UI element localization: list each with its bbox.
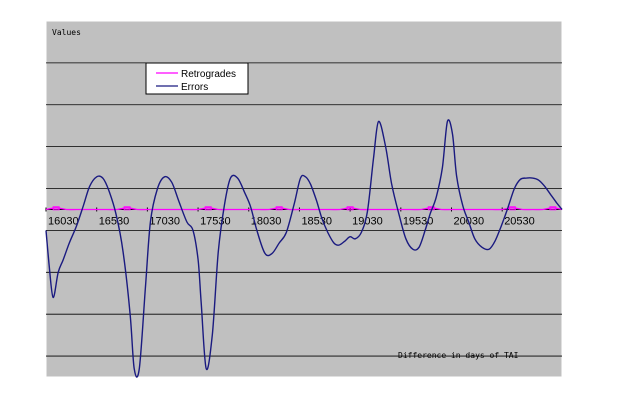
series-layer bbox=[45, 119, 563, 378]
retrograde-marker bbox=[549, 206, 557, 211]
retrograde-marker bbox=[52, 206, 60, 211]
x-tick-label: 18030 bbox=[251, 215, 282, 227]
series-line-retrogrades bbox=[45, 207, 563, 211]
x-tick-label: 17530 bbox=[200, 215, 231, 227]
x-tick-label: 18530 bbox=[301, 215, 332, 227]
legend-box bbox=[145, 62, 249, 95]
retrograde-marker bbox=[508, 206, 516, 211]
retrograde-marker bbox=[204, 206, 212, 211]
series-line-errors bbox=[45, 119, 563, 378]
legend-label-retrogrades: Retrogrades bbox=[181, 69, 236, 80]
y-axis-label: Values bbox=[52, 28, 81, 37]
x-tick-label: 16030 bbox=[48, 215, 79, 227]
legend-label-errors: Errors bbox=[181, 82, 208, 93]
retrograde-marker bbox=[346, 206, 354, 211]
grid-lines bbox=[46, 62, 562, 357]
x-tick-label: 19530 bbox=[403, 215, 434, 227]
x-tick-label: 19030 bbox=[352, 215, 383, 227]
retrograde-marker bbox=[123, 206, 131, 211]
x-axis-label: Difference in days of TAI bbox=[398, 351, 519, 360]
plot-background bbox=[45, 20, 563, 378]
x-tick-label: 16530 bbox=[99, 215, 130, 227]
legend: Retrogrades Errors bbox=[145, 62, 249, 95]
x-tick-label: 20530 bbox=[504, 215, 535, 227]
x-tick-labels: 16030 16530 17030 17530 18030 18530 19030 19530… bbox=[45, 207, 535, 227]
retrograde-marker bbox=[275, 206, 283, 211]
x-tick-label: 17030 bbox=[149, 215, 180, 227]
